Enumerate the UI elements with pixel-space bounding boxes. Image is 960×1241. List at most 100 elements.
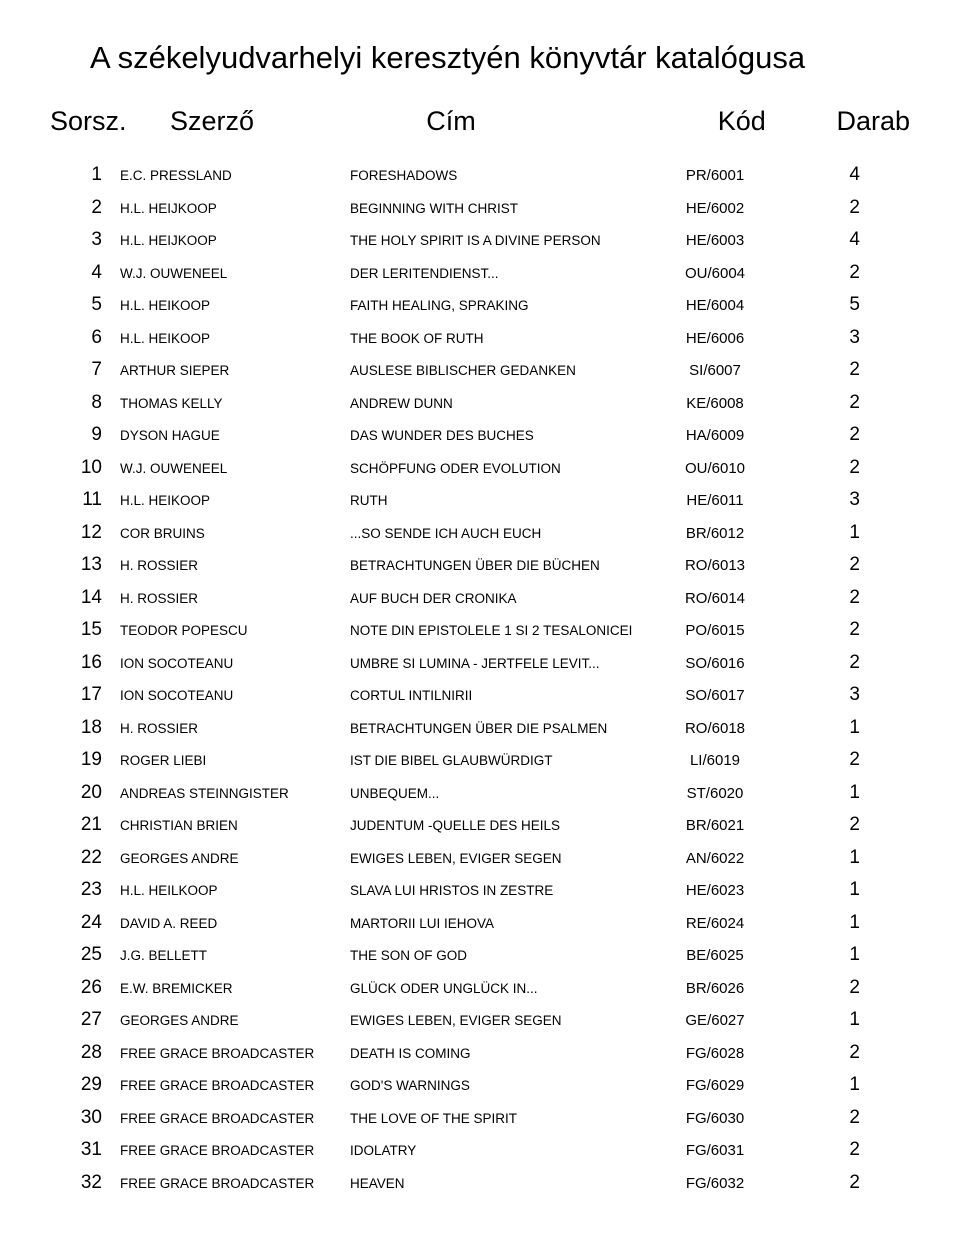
cell-title: FORESHADOWS bbox=[350, 166, 660, 186]
cell-author: H.L. HEIJKOOP bbox=[120, 199, 350, 219]
cell-number: 20 bbox=[50, 779, 120, 808]
cell-title: RUTH bbox=[350, 491, 660, 511]
cell-count: 2 bbox=[770, 746, 860, 775]
cell-count: 2 bbox=[770, 974, 860, 1003]
table-row: 11H.L. HEIKOOPRUTHHE/60113 bbox=[50, 486, 910, 515]
cell-author: FREE GRACE BROADCASTER bbox=[120, 1174, 350, 1194]
table-row: 18H. ROSSIERBETRACHTUNGEN ÜBER DIE PSALM… bbox=[50, 714, 910, 743]
table-row: 6H.L. HEIKOOPTHE BOOK OF RUTHHE/60063 bbox=[50, 324, 910, 353]
header-szerzo: Szerző bbox=[120, 106, 386, 137]
cell-number: 7 bbox=[50, 356, 120, 385]
cell-number: 23 bbox=[50, 876, 120, 905]
cell-number: 24 bbox=[50, 909, 120, 938]
table-row: 19ROGER LIEBIIST DIE BIBEL GLAUBWÜRDIGTL… bbox=[50, 746, 910, 775]
table-row: 14H. ROSSIERAUF BUCH DER CRONIKARO/60142 bbox=[50, 584, 910, 613]
cell-count: 1 bbox=[770, 519, 860, 548]
cell-count: 2 bbox=[770, 1169, 860, 1198]
table-row: 17ION SOCOTEANUCORTUL INTILNIRIISO/60173 bbox=[50, 681, 910, 710]
cell-author: FREE GRACE BROADCASTER bbox=[120, 1076, 350, 1096]
cell-author: GEORGES ANDRE bbox=[120, 849, 350, 869]
cell-code: GE/6027 bbox=[660, 1010, 770, 1033]
table-row: 9DYSON HAGUEDAS WUNDER DES BUCHESHA/6009… bbox=[50, 421, 910, 450]
cell-author: H.L. HEIKOOP bbox=[120, 491, 350, 511]
cell-count: 3 bbox=[770, 681, 860, 710]
cell-code: HE/6006 bbox=[660, 328, 770, 351]
table-row: 23H.L. HEILKOOPSLAVA LUI HRISTOS IN ZEST… bbox=[50, 876, 910, 905]
cell-author: ION SOCOTEANU bbox=[120, 654, 350, 674]
cell-author: W.J. OUWENEEL bbox=[120, 459, 350, 479]
cell-author: H. ROSSIER bbox=[120, 556, 350, 576]
cell-count: 2 bbox=[770, 194, 860, 223]
cell-code: BE/6025 bbox=[660, 945, 770, 968]
cell-code: RO/6013 bbox=[660, 555, 770, 578]
cell-author: H.L. HEIKOOP bbox=[120, 329, 350, 349]
cell-code: BR/6012 bbox=[660, 523, 770, 546]
cell-author: ARTHUR SIEPER bbox=[120, 361, 350, 381]
cell-count: 2 bbox=[770, 259, 860, 288]
cell-author: ION SOCOTEANU bbox=[120, 686, 350, 706]
cell-count: 1 bbox=[770, 779, 860, 808]
cell-author: H.L. HEIJKOOP bbox=[120, 231, 350, 251]
cell-code: HE/6023 bbox=[660, 880, 770, 903]
cell-title: EWIGES LEBEN, EVIGER SEGEN bbox=[350, 849, 660, 869]
cell-title: DAS WUNDER DES BUCHES bbox=[350, 426, 660, 446]
cell-count: 1 bbox=[770, 844, 860, 873]
cell-number: 26 bbox=[50, 974, 120, 1003]
table-row: 2H.L. HEIJKOOPBEGINNING WITH CHRISTHE/60… bbox=[50, 194, 910, 223]
cell-title: MARTORII LUI IEHOVA bbox=[350, 914, 660, 934]
cell-code: SO/6017 bbox=[660, 685, 770, 708]
table-row: 25J.G. BELLETTTHE SON OF GODBE/60251 bbox=[50, 941, 910, 970]
cell-code: KE/6008 bbox=[660, 393, 770, 416]
table-row: 20ANDREAS STEINNGISTERUNBEQUEM...ST/6020… bbox=[50, 779, 910, 808]
cell-number: 3 bbox=[50, 226, 120, 255]
cell-count: 2 bbox=[770, 1136, 860, 1165]
cell-count: 3 bbox=[770, 324, 860, 353]
cell-title: DEATH IS COMING bbox=[350, 1044, 660, 1064]
cell-author: DYSON HAGUE bbox=[120, 426, 350, 446]
cell-number: 27 bbox=[50, 1006, 120, 1035]
header-kod: Kód bbox=[698, 106, 837, 137]
table-row: 15TEODOR POPESCUNOTE DIN EPISTOLELE 1 SI… bbox=[50, 616, 910, 645]
cell-code: SI/6007 bbox=[660, 360, 770, 383]
cell-title: GLÜCK ODER UNGLÜCK IN... bbox=[350, 979, 660, 999]
cell-author: J.G. BELLETT bbox=[120, 946, 350, 966]
page-title: A székelyudvarhelyi keresztyén könyvtár … bbox=[50, 40, 910, 76]
cell-code: BR/6026 bbox=[660, 978, 770, 1001]
cell-code: LI/6019 bbox=[660, 750, 770, 773]
cell-count: 2 bbox=[770, 356, 860, 385]
table-row: 13H. ROSSIERBETRACHTUNGEN ÜBER DIE BÜCHE… bbox=[50, 551, 910, 580]
cell-code: OU/6004 bbox=[660, 263, 770, 286]
table-row: 10W.J. OUWENEELSCHÖPFUNG ODER EVOLUTIONO… bbox=[50, 454, 910, 483]
cell-count: 2 bbox=[770, 551, 860, 580]
cell-author: TEODOR POPESCU bbox=[120, 621, 350, 641]
cell-author: COR BRUINS bbox=[120, 524, 350, 544]
cell-author: GEORGES ANDRE bbox=[120, 1011, 350, 1031]
table-row: 7ARTHUR SIEPERAUSLESE BIBLISCHER GEDANKE… bbox=[50, 356, 910, 385]
cell-author: CHRISTIAN BRIEN bbox=[120, 816, 350, 836]
cell-code: RE/6024 bbox=[660, 913, 770, 936]
cell-number: 17 bbox=[50, 681, 120, 710]
cell-count: 4 bbox=[770, 161, 860, 190]
cell-count: 2 bbox=[770, 1104, 860, 1133]
cell-count: 1 bbox=[770, 909, 860, 938]
table-row: 29FREE GRACE BROADCASTERGOD'S WARNINGSFG… bbox=[50, 1071, 910, 1100]
cell-count: 2 bbox=[770, 811, 860, 840]
cell-count: 4 bbox=[770, 226, 860, 255]
cell-number: 12 bbox=[50, 519, 120, 548]
cell-author: W.J. OUWENEEL bbox=[120, 264, 350, 284]
cell-number: 21 bbox=[50, 811, 120, 840]
cell-title: ...SO SENDE ICH AUCH EUCH bbox=[350, 524, 660, 544]
cell-number: 18 bbox=[50, 714, 120, 743]
header-darab: Darab bbox=[836, 106, 910, 137]
cell-number: 29 bbox=[50, 1071, 120, 1100]
cell-code: RO/6018 bbox=[660, 718, 770, 741]
cell-number: 10 bbox=[50, 454, 120, 483]
cell-count: 1 bbox=[770, 1006, 860, 1035]
table-row: 12COR BRUINS...SO SENDE ICH AUCH EUCHBR/… bbox=[50, 519, 910, 548]
cell-count: 3 bbox=[770, 486, 860, 515]
cell-title: IDOLATRY bbox=[350, 1141, 660, 1161]
cell-number: 28 bbox=[50, 1039, 120, 1068]
cell-count: 2 bbox=[770, 1039, 860, 1068]
cell-number: 15 bbox=[50, 616, 120, 645]
cell-title: ANDREW DUNN bbox=[350, 394, 660, 414]
